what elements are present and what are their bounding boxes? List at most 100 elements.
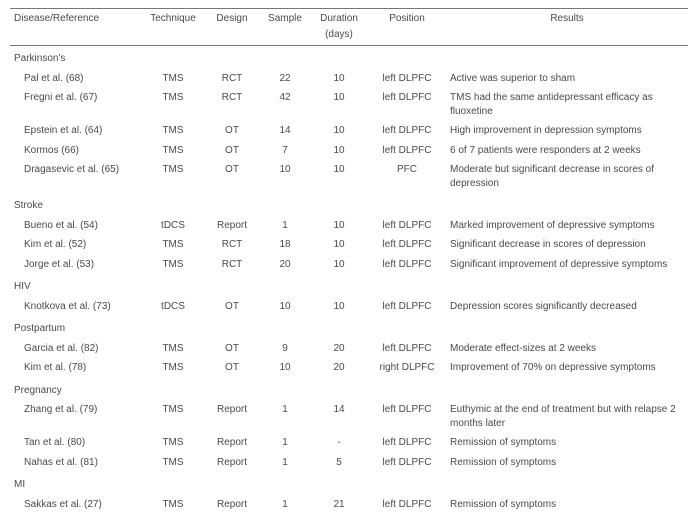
- section-row: HIV: [10, 274, 688, 297]
- cell-pos: left DLPFC: [368, 339, 446, 359]
- section-row: Parkinson's: [10, 46, 688, 69]
- col-tech: Technique: [142, 9, 204, 28]
- cell-dur: 21: [310, 495, 368, 515]
- header-subrow: (days): [10, 28, 688, 46]
- header-row: Disease/Reference Technique Design Sampl…: [10, 9, 688, 28]
- cell-tech: TMS: [142, 358, 204, 378]
- cell-design: RCT: [204, 235, 260, 255]
- table-row: Jorge et al. (53)TMSRCT2010left DLPFCSig…: [10, 255, 688, 275]
- cell-design: Report: [204, 216, 260, 236]
- cell-res: Active was superior to sham: [446, 69, 688, 89]
- table-row: Knotkova et al. (73)tDCSOT1010left DLPFC…: [10, 297, 688, 317]
- cell-ref: Jorge et al. (53): [10, 255, 142, 275]
- table-row: Bueno et al. (54)tDCSReport110left DLPFC…: [10, 216, 688, 236]
- cell-ref: Nahas et al. (81): [10, 453, 142, 473]
- cell-tech: TMS: [142, 495, 204, 515]
- cell-dur: 10: [310, 255, 368, 275]
- cell-dur: 10: [310, 121, 368, 141]
- cell-tech: TMS: [142, 69, 204, 89]
- cell-sample: 14: [260, 121, 310, 141]
- cell-ref: Bueno et al. (54): [10, 216, 142, 236]
- cell-tech: TMS: [142, 400, 204, 433]
- cell-tech: TMS: [142, 339, 204, 359]
- cell-pos: left DLPFC: [368, 216, 446, 236]
- table-row: Zhang et al. (79)TMSReport114left DLPFCE…: [10, 400, 688, 433]
- cell-design: OT: [204, 141, 260, 161]
- table-row: Kim et al. (52)TMSRCT1810left DLPFCSigni…: [10, 235, 688, 255]
- cell-dur: 10: [310, 160, 368, 193]
- table-row: Tan et al. (80)TMSReport1-left DLPFCRemi…: [10, 433, 688, 453]
- cell-ref: Sakkas et al. (27): [10, 495, 142, 515]
- cell-tech: TMS: [142, 453, 204, 473]
- section-title: Stroke: [10, 193, 688, 216]
- cell-design: OT: [204, 121, 260, 141]
- cell-tech: TMS: [142, 433, 204, 453]
- cell-pos: left DLPFC: [368, 235, 446, 255]
- section-title: Parkinson's: [10, 46, 688, 69]
- cell-sample: 22: [260, 69, 310, 89]
- cell-sample: 7: [260, 141, 310, 161]
- table-row: Kim et al. (78)TMSOT1020right DLPFCImpro…: [10, 358, 688, 378]
- cell-tech: tDCS: [142, 216, 204, 236]
- cell-dur: 20: [310, 339, 368, 359]
- col-res: Results: [446, 9, 688, 28]
- cell-res: Improvement of 70% on depressive symptom…: [446, 358, 688, 378]
- cell-sample: 1: [260, 433, 310, 453]
- cell-ref: Garcia et al. (82): [10, 339, 142, 359]
- section-row: Postpartum: [10, 316, 688, 339]
- table-row: Garcia et al. (82)TMSOT920left DLPFCMode…: [10, 339, 688, 359]
- cell-res: 6 of 7 patients were responders at 2 wee…: [446, 141, 688, 161]
- cell-design: OT: [204, 160, 260, 193]
- cell-tech: TMS: [142, 141, 204, 161]
- cell-sample: 1: [260, 453, 310, 473]
- cell-pos: left DLPFC: [368, 141, 446, 161]
- cell-tech: TMS: [142, 255, 204, 275]
- cell-pos: right DLPFC: [368, 358, 446, 378]
- col-dur: Duration: [310, 9, 368, 28]
- cell-tech: TMS: [142, 160, 204, 193]
- cell-pos: left DLPFC: [368, 69, 446, 89]
- section-title: MI: [10, 472, 688, 495]
- cell-sample: 1: [260, 216, 310, 236]
- section-title: HIV: [10, 274, 688, 297]
- cell-ref: Kormos (66): [10, 141, 142, 161]
- section-row: MI: [10, 472, 688, 495]
- cell-res: TMS had the same antidepressant efficacy…: [446, 88, 688, 121]
- table-row: Nahas et al. (81)TMSReport15left DLPFCRe…: [10, 453, 688, 473]
- cell-res: Remission of symptoms: [446, 453, 688, 473]
- cell-pos: left DLPFC: [368, 495, 446, 515]
- cell-ref: Zhang et al. (79): [10, 400, 142, 433]
- cell-design: RCT: [204, 69, 260, 89]
- cell-res: Moderate effect-sizes at 2 weeks: [446, 339, 688, 359]
- cell-res: High improvement in depression symptoms: [446, 121, 688, 141]
- col-pos: Position: [368, 9, 446, 28]
- cell-dur: 14: [310, 400, 368, 433]
- table-row: Fregni et al. (67)TMSRCT4210left DLPFCTM…: [10, 88, 688, 121]
- cell-pos: left DLPFC: [368, 255, 446, 275]
- table-row: Pal et al. (68)TMSRCT2210left DLPFCActiv…: [10, 69, 688, 89]
- cell-res: Depression scores significantly decrease…: [446, 297, 688, 317]
- cell-sample: 1: [260, 400, 310, 433]
- section-title: Pregnancy: [10, 378, 688, 401]
- cell-design: Report: [204, 453, 260, 473]
- cell-design: RCT: [204, 255, 260, 275]
- table-row: Dragasevic et al. (65)TMSOT1010PFCModera…: [10, 160, 688, 193]
- cell-pos: left DLPFC: [368, 453, 446, 473]
- cell-pos: left DLPFC: [368, 121, 446, 141]
- cell-pos: PFC: [368, 160, 446, 193]
- cell-res: Euthymic at the end of treatment but wit…: [446, 400, 688, 433]
- cell-dur: 10: [310, 69, 368, 89]
- cell-design: Report: [204, 495, 260, 515]
- cell-dur: 10: [310, 88, 368, 121]
- section-row: Stroke: [10, 193, 688, 216]
- cell-res: Significant decrease in scores of depres…: [446, 235, 688, 255]
- cell-dur: 10: [310, 141, 368, 161]
- cell-ref: Epstein et al. (64): [10, 121, 142, 141]
- cell-design: Report: [204, 400, 260, 433]
- cell-design: Report: [204, 433, 260, 453]
- cell-res: Marked improvement of depressive symptom…: [446, 216, 688, 236]
- cell-sample: 20: [260, 255, 310, 275]
- cell-tech: TMS: [142, 235, 204, 255]
- cell-tech: tDCS: [142, 297, 204, 317]
- cell-sample: 18: [260, 235, 310, 255]
